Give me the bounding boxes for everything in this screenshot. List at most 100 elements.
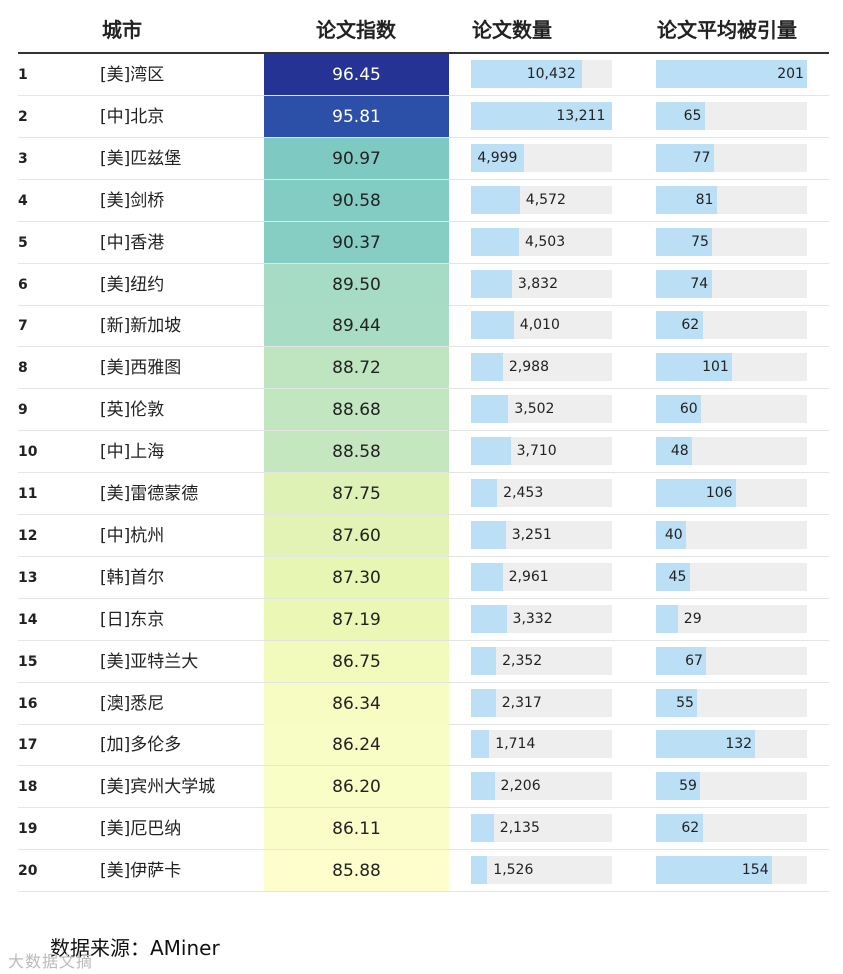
citation-track: 81 [656,185,807,214]
paper-count-track: 3,502 [471,395,612,424]
paper-count-label: 4,999 [477,149,518,166]
citation-bar [656,143,714,172]
paper-count-bar [471,479,498,507]
table-row: 13 [韩]首尔 87.30 2,961 45 [0,556,843,599]
city-name: [美]雷德蒙德 [100,484,199,504]
city-name: [韩]首尔 [100,567,165,588]
citation-label: 201 [777,66,804,82]
paper-index-cell: 87.60 [264,514,449,557]
rank-number: 11 [18,486,38,502]
paper-index-cell: 86.11 [264,808,449,851]
paper-count-track: 2,206 [471,772,612,801]
city-name: [美]伊萨卡 [100,861,182,882]
paper-index-cell: 88.58 [264,431,449,474]
row-divider [18,597,829,599]
table-header: 城市 论文指数 论文数量 论文平均被引量 [0,0,843,52]
citation-label: 45 [668,568,687,585]
citation-track: 67 [656,646,807,675]
paper-count-label: 2,961 [508,568,549,585]
citation-bar [656,353,732,382]
table-row: 5 [中]香港 90.37 4,503 75 [0,221,843,264]
paper-count-label: 4,503 [525,233,566,250]
paper-index-cell: 89.50 [264,263,449,306]
paper-count-track: 4,010 [471,311,612,340]
citation-label: 62 [681,317,700,334]
citation-track: 59 [656,772,807,801]
city-name: [美]西雅图 [100,358,182,379]
rank-number: 9 [18,402,28,419]
paper-count-label: 2,317 [501,694,542,711]
paper-index-cell: 95.81 [264,95,449,138]
table-row: 12 [中]杭州 87.60 3,251 40 [0,514,843,557]
paper-count-label: 10,432 [526,66,576,82]
row-divider [18,220,829,222]
data-source-note: 数据来源：AMiner [50,936,220,960]
rank-number: 17 [18,737,38,754]
row-divider [18,472,829,474]
paper-index-cell: 87.75 [264,473,449,515]
citation-track: 65 [656,101,807,130]
row-divider [18,136,829,138]
citation-bar [656,101,705,130]
row-divider [18,807,829,809]
paper-count-track: 2,961 [471,562,612,591]
paper-count-label: 4,572 [525,191,566,208]
rank-number: 2 [18,108,28,125]
paper-count-track: 2,453 [471,479,612,507]
city-name: [日]东京 [100,609,165,630]
table-row: 18 [美]宾州大学城 86.20 2,206 59 [0,766,843,809]
table-row: 4 [美]剑桥 90.58 4,572 81 [0,179,843,222]
citation-bar [656,520,687,549]
header-divider [18,52,829,54]
citation-label: 67 [685,652,703,669]
citation-label: 74 [690,275,709,292]
paper-count-label: 3,832 [517,275,558,292]
paper-count-label: 2,135 [499,820,540,837]
citation-bar [656,437,693,466]
paper-count-label: 2,453 [503,485,544,501]
row-divider [18,639,829,641]
paper-count-bar [471,520,506,549]
paper-count-bar [471,604,507,633]
citation-label: 101 [702,359,729,376]
paper-count-bar [471,688,496,717]
paper-index-cell: 90.97 [264,137,449,180]
citation-label: 65 [683,107,702,124]
row-divider [18,262,829,264]
paper-count-label: 4,010 [519,317,560,334]
table-row: 15 [美]亚特兰大 86.75 2,352 67 [0,640,843,683]
citation-label: 40 [664,526,683,543]
paper-count-bar [471,562,503,591]
rank-number: 5 [18,234,28,251]
header-city: 城市 [102,18,142,42]
paper-index-cell: 89.44 [264,305,449,348]
paper-count-label: 1,526 [493,862,534,879]
paper-index-cell: 96.45 [264,54,449,96]
row-divider [18,514,829,515]
table-row: 11 [美]雷德蒙德 87.75 2,453 106 [0,473,843,515]
citation-track: 201 [656,60,807,88]
citation-bar [656,562,690,591]
citation-label: 132 [725,736,753,753]
citation-bar [656,856,772,885]
rank-number: 6 [18,276,28,293]
table-row: 7 [新]新加坡 89.44 4,010 62 [0,305,843,348]
city-name: [中]杭州 [100,525,165,546]
citation-label: 59 [679,778,697,795]
city-name: [中]香港 [100,232,165,253]
paper-count-bar [471,185,520,214]
paper-count-track: 2,317 [471,688,612,717]
paper-index-cell: 86.24 [264,724,449,767]
paper-count-label: 2,352 [502,652,543,669]
row-divider [18,765,829,767]
citation-bar [656,395,702,424]
rank-number: 1 [18,67,28,83]
table-row: 8 [美]西雅图 88.72 2,988 101 [0,347,843,390]
table-row: 19 [美]厄巴纳 86.11 2,135 62 [0,808,843,851]
paper-index-cell: 90.37 [264,221,449,264]
citation-track: 154 [656,856,807,885]
citation-bar [656,311,703,340]
paper-count-label: 2,988 [508,359,549,376]
rank-number: 14 [18,611,38,628]
rank-number: 16 [18,695,38,712]
